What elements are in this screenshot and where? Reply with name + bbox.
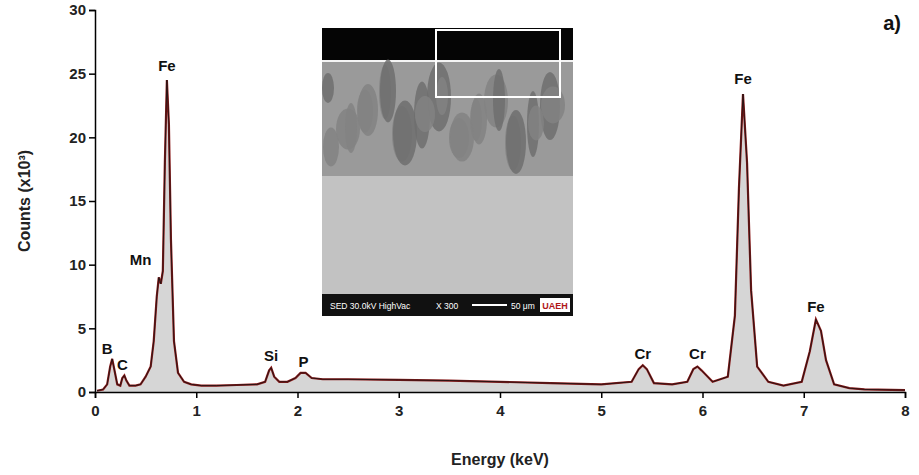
spectrum-line [97, 80, 905, 391]
inset-grain [323, 128, 339, 167]
tick: 3 [395, 392, 403, 419]
tick-mark [89, 392, 95, 394]
tick-mark [297, 392, 299, 398]
inset-ground [322, 28, 573, 316]
chart: SED 30.0kV HighVac X 300 50 μm UAEH 0 1 2 3 4 5 6 7… [0, 0, 919, 475]
tick: 0 [78, 383, 95, 400]
tick: 6 [699, 392, 707, 419]
tick-label: 7 [800, 402, 808, 419]
tick-mark [89, 201, 95, 203]
tick-mark [500, 392, 502, 398]
spectrum-area [97, 80, 905, 392]
inset-grains [322, 60, 565, 175]
tick-label: 0 [78, 383, 86, 400]
tick: 8 [901, 392, 909, 419]
x-axis-title: Energy (keV) [451, 451, 549, 468]
inset-substrate [322, 176, 573, 294]
inset-grain [415, 96, 435, 132]
inset-scale-line [472, 304, 507, 306]
tick: 30 [69, 1, 95, 18]
peak-label: C [117, 356, 128, 373]
axis-line [96, 393, 906, 399]
inset-edge [322, 60, 573, 62]
inset-grain [506, 110, 526, 174]
tick: 10 [69, 256, 95, 273]
inset-grain [345, 103, 357, 153]
peak-label: Mn [130, 251, 152, 268]
inset-grain [493, 69, 505, 131]
tick-label: 2 [294, 402, 302, 419]
tick-mark [601, 392, 603, 398]
inset-scale-text: 50 μm [511, 301, 535, 311]
inset-grain [393, 101, 417, 166]
axis-line [89, 11, 96, 393]
inset-grain [322, 73, 334, 103]
peak-label: Fe [158, 57, 176, 74]
tick: 5 [598, 392, 606, 419]
tick-label: 5 [598, 402, 606, 419]
inset-grain [528, 106, 544, 141]
tick-label: 6 [699, 402, 707, 419]
tick: 1 [193, 392, 201, 419]
tick-mark [89, 264, 95, 266]
tick-label: 3 [395, 402, 403, 419]
tick-mark [89, 73, 95, 75]
tick: 5 [78, 320, 95, 337]
inset-layer [322, 60, 573, 176]
tick-label: 5 [78, 320, 86, 337]
tick-mark [89, 137, 95, 139]
tick-label: 20 [69, 129, 86, 146]
tick-mark [804, 392, 806, 398]
tick: 7 [800, 392, 808, 419]
tick-label: 15 [69, 192, 86, 209]
peak-label: Fe [734, 70, 752, 87]
annotations: BC Mn Fe Si P Cr Cr Fe Fe [102, 57, 825, 373]
panel-label: a) [883, 12, 901, 34]
tick-label: 0 [91, 402, 99, 419]
y-axis: 0 5 10 15 20 25 30 [69, 1, 95, 400]
peak-label: P [299, 353, 309, 370]
plot-area [97, 80, 905, 392]
tick-mark [196, 392, 198, 398]
inset-logo: UAEH [542, 301, 568, 311]
tick: 2 [294, 392, 302, 419]
peak-label: Fe [807, 298, 825, 315]
peak-label: B [102, 340, 113, 357]
inset-box [436, 30, 560, 97]
inset-grain [450, 113, 474, 162]
inset-logo-ground [540, 298, 570, 312]
inset-grain [380, 60, 396, 123]
tick: 25 [69, 65, 95, 82]
inset-grain [358, 84, 378, 136]
inset-image: SED 30.0kV HighVac X 300 50 μm UAEH [322, 28, 573, 316]
spectrum-core-line [97, 80, 905, 391]
tick: 0 [91, 392, 99, 419]
tick-label: 1 [193, 402, 201, 419]
tick: 4 [496, 392, 505, 419]
inset-grain [541, 87, 565, 124]
peak-label: Cr [689, 345, 706, 362]
peak-label: Cr [634, 345, 651, 362]
tick-label: 10 [69, 256, 86, 273]
tick-label: 30 [69, 1, 86, 18]
tick-label: 8 [901, 402, 909, 419]
peak-label: Si [264, 347, 278, 364]
inset-top [322, 28, 573, 60]
tick-mark [89, 10, 95, 12]
inset-caption-bar [322, 294, 573, 316]
tick-label: 4 [496, 402, 505, 419]
y-axis-title: Counts (x10³) [16, 150, 33, 252]
tick-mark [702, 392, 704, 398]
tick-label: 25 [69, 65, 86, 82]
tick-mark [89, 328, 95, 330]
inset-detector: SED 30.0kV HighVac [330, 301, 411, 311]
tick: 15 [69, 192, 95, 209]
inset-magnification: X 300 [436, 301, 458, 311]
x-axis: 0 1 2 3 4 5 6 7 8 [91, 392, 909, 419]
tick-mark [399, 392, 401, 398]
tick-mark [905, 392, 907, 398]
tick: 20 [69, 129, 95, 146]
